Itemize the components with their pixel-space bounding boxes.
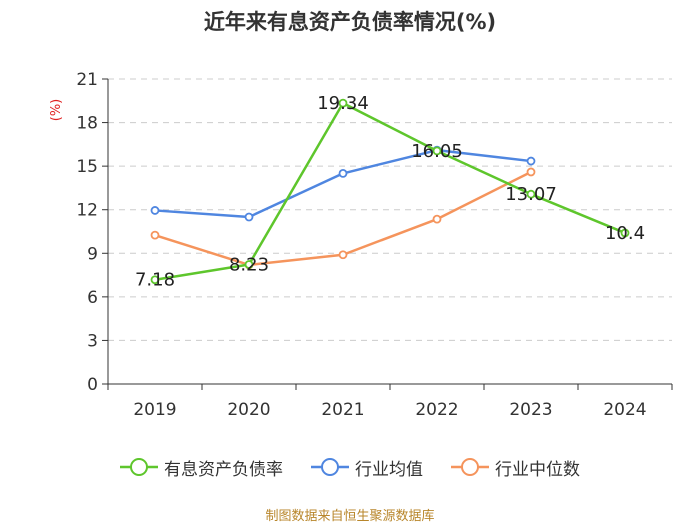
y-axis-unit-label: (%) [49,99,64,122]
y-tick-label: 15 [76,157,98,177]
y-tick-label: 21 [76,70,98,90]
data-point [150,275,160,285]
y-tick-label: 9 [87,244,98,264]
source-note: 制图数据来自恒生聚源数据库 [265,509,435,524]
data-point [244,260,254,269]
data-label: 7.18 [135,270,175,291]
data-label: 19.34 [317,93,369,114]
data-point [338,169,348,178]
axes: 0 3 6 9 12 15 18 21 2019 2020 2021 2022 2023 2024 [76,70,673,420]
chart-title: 近年来有息资产负债率情况(%) [203,10,497,34]
y-tick-label: 3 [87,331,98,351]
legend-label-debt-ratio: 有息资产负债率 [164,459,283,480]
y-tick-label: 0 [87,375,98,395]
data-point [338,98,348,108]
legend-label-industry-mean: 行业均值 [355,459,423,480]
data-point [244,212,254,222]
data-point [526,189,536,199]
data-point [620,228,630,238]
data-point [150,206,160,215]
legend-swatch-debt-ratio [120,458,158,476]
gridlines [108,78,672,341]
x-tick-label: 2020 [227,400,270,420]
y-tick-label: 6 [87,288,98,308]
legend-swatch-industry-mean [311,458,349,476]
data-point [526,156,536,166]
x-tick-label: 2021 [321,400,364,420]
legend-label-industry-median: 行业中位数 [495,459,580,480]
legend-swatch-industry-median [451,458,489,476]
line-chart: (%) 0 3 6 9 12 15 18 21 2019 2020 2021 2022 2023 2024… [49,70,673,420]
data-point [338,250,348,260]
data-point [432,214,442,224]
x-tick-label: 2024 [603,400,646,420]
data-label: 16.05 [411,141,463,162]
legend-item-industry-mean[interactable]: 行业均值 [311,455,423,480]
x-tick-label: 2023 [509,400,552,420]
data-label: 8.23 [229,254,269,275]
data-labels: 7.18 8.23 19.34 16.05 13.07 10.4 [135,93,645,291]
data-point [432,146,442,156]
legend-item-industry-median[interactable]: 行业中位数 [451,455,580,480]
y-tick-label: 12 [76,201,98,221]
legend-item-debt-ratio[interactable]: 有息资产负债率 [120,455,283,480]
legend: 有息资产负债率 行业均值 行业中位数 [0,452,700,482]
series-line [154,148,532,219]
x-tick-label: 2019 [133,400,176,420]
series-line [154,101,626,281]
data-point [526,167,536,177]
series-lines [150,98,630,285]
data-label: 13.07 [505,184,557,205]
data-point [150,230,160,240]
y-tick-label: 18 [76,114,98,134]
data-label: 10.4 [605,223,645,244]
x-tick-label: 2022 [415,400,458,420]
